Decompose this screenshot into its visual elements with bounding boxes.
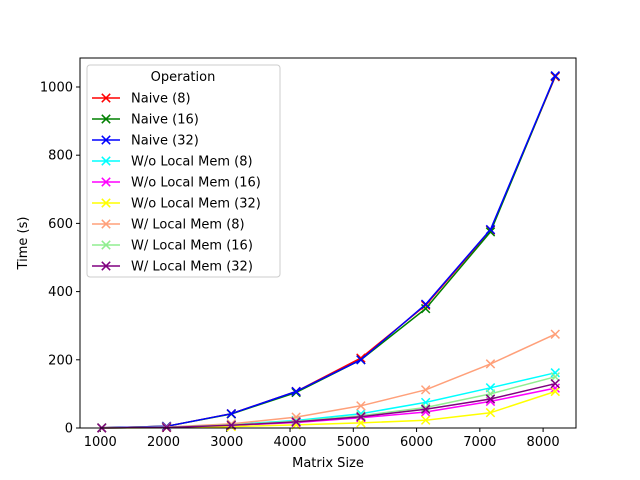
legend-box: [86, 64, 281, 278]
x-tick-label: 7000: [463, 435, 496, 450]
legend-item: Naive (8): [92, 92, 191, 107]
y-tick-label: 400: [48, 285, 73, 300]
data-point: [485, 227, 496, 237]
y-tick-label: 0: [65, 422, 73, 437]
legend-label: Naive (32): [131, 134, 199, 149]
data-point: [356, 401, 366, 411]
y-axis-ticks: 0 200 400 600 800 1000: [40, 80, 80, 437]
data-point: [550, 368, 560, 378]
data-point: [550, 378, 560, 389]
legend-swatch-marker: [101, 177, 111, 187]
data-point: [485, 394, 496, 404]
x-tick-label: 8000: [527, 435, 560, 450]
series-3: [97, 71, 560, 433]
data-point: [485, 359, 496, 369]
legend-item: Naive (32): [92, 134, 199, 149]
data-point: [420, 385, 431, 395]
legend-label: Naive (16): [131, 113, 199, 128]
y-tick-label: 600: [48, 217, 73, 232]
legend-label: W/o Local Mem (16): [131, 176, 261, 191]
x-tick-label: 4000: [273, 435, 306, 450]
data-point: [420, 299, 431, 309]
series-line: [101, 75, 556, 429]
legend-label: W/ Local Mem (8): [131, 218, 245, 233]
legend-swatch-marker: [101, 198, 111, 208]
legend: Operation Naive (8) Naive (16) Naive (32) W…: [86, 64, 281, 278]
legend-label: Naive (8): [131, 92, 191, 107]
series-layer: [97, 71, 560, 433]
data-point: [356, 355, 366, 365]
legend-label: W/o Local Mem (8): [131, 155, 253, 170]
legend-item: W/ Local Mem (8): [92, 218, 245, 233]
data-point: [550, 372, 560, 382]
legend-swatch-marker: [101, 240, 111, 250]
x-tick-label: 2000: [147, 435, 180, 450]
legend-item: W/ Local Mem (32): [92, 260, 253, 275]
data-point: [420, 415, 431, 425]
legend-swatch-marker: [101, 93, 111, 103]
data-point: [291, 386, 301, 397]
y-tick-label: 800: [48, 149, 73, 164]
data-point: [420, 402, 431, 413]
legend-item: W/o Local Mem (32): [92, 197, 261, 212]
legend-label: W/ Local Mem (16): [131, 239, 253, 254]
legend-swatch-marker: [101, 261, 111, 271]
y-axis-label: Time (s): [16, 217, 31, 271]
x-tick-label: 1000: [84, 435, 117, 450]
legend-swatch-marker: [101, 135, 111, 145]
x-axis-label: Matrix Size: [292, 456, 364, 471]
plot-frame: [79, 57, 577, 429]
legend-swatch-marker: [101, 219, 111, 229]
legend-item: Naive (16): [92, 113, 199, 128]
data-point: [550, 71, 560, 81]
legend-title: Operation: [151, 70, 216, 85]
legend-item: W/o Local Mem (8): [92, 155, 253, 170]
y-tick-label: 200: [48, 353, 73, 368]
data-point: [161, 422, 172, 433]
legend-swatch-marker: [101, 156, 111, 166]
legend-label: W/ Local Mem (32): [131, 260, 253, 275]
series-9: [97, 378, 560, 433]
series-line: [101, 382, 556, 429]
legend-label: W/o Local Mem (32): [131, 197, 261, 212]
legend-items: Naive (8) Naive (16) Naive (32) W/o Local M…: [92, 92, 261, 275]
data-point: [550, 386, 560, 397]
data-point: [485, 407, 496, 418]
legend-item: W/o Local Mem (16): [92, 176, 261, 191]
data-point: [550, 383, 560, 393]
x-tick-label: 6000: [400, 435, 433, 450]
data-point: [356, 412, 366, 422]
legend-swatch-marker: [101, 114, 111, 124]
data-point: [291, 417, 301, 427]
x-tick-label: 5000: [337, 435, 370, 450]
legend-item: W/ Local Mem (16): [92, 239, 253, 254]
data-point: [485, 224, 496, 235]
x-axis-ticks: 1000 2000 3000 4000 5000 6000 7000 8000: [84, 428, 560, 450]
y-tick-label: 1000: [40, 80, 73, 95]
data-point: [226, 408, 237, 419]
data-point: [550, 329, 560, 339]
x-tick-label: 3000: [210, 435, 243, 450]
data-point: [420, 404, 431, 414]
